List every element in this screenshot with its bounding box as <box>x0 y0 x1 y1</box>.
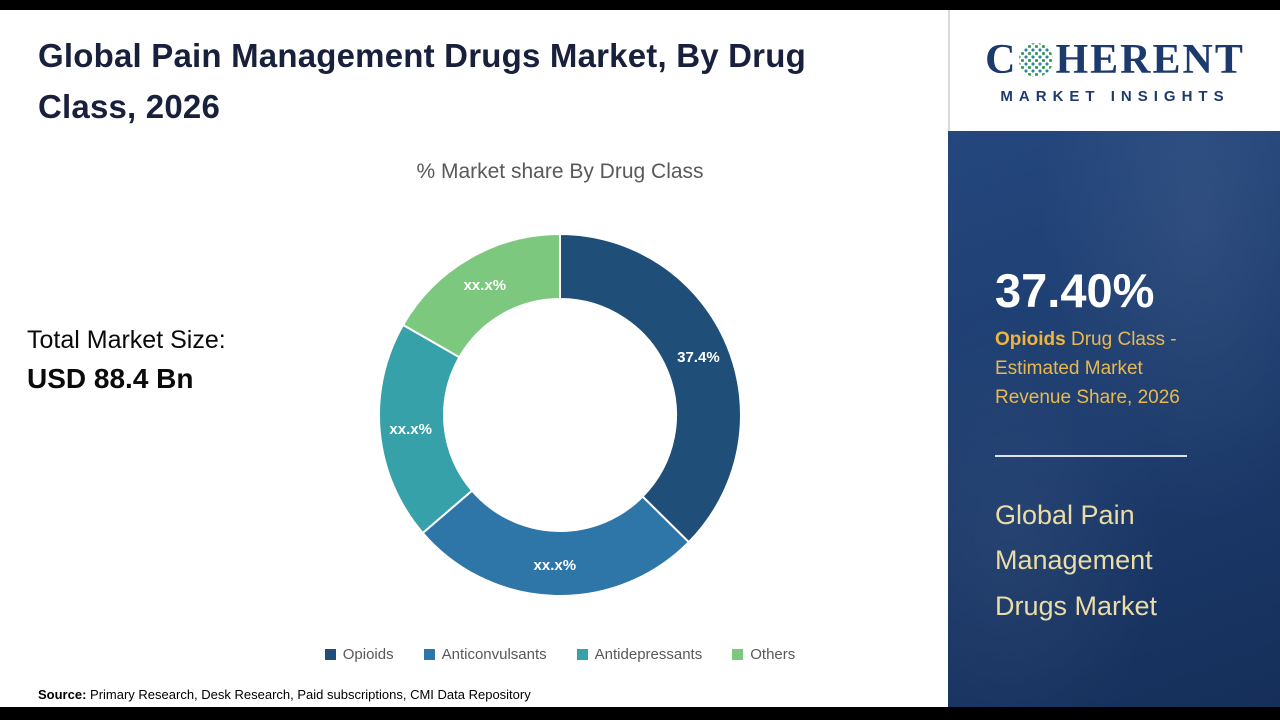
logo-tagline: MARKET INSIGHTS <box>1000 88 1230 105</box>
legend-label-opioids: Opioids <box>342 646 394 663</box>
legend-label-antidepressants: Antidepressants <box>594 646 703 663</box>
stat-description: Opioids Drug Class - Estimated Market Re… <box>995 325 1220 412</box>
donut-chart: 37.4% xx.x% xx.x% xx.x% <box>378 232 742 597</box>
legend-item-opioids: Opioids <box>324 646 394 663</box>
legend-label-others: Others <box>750 646 796 663</box>
legend-swatch-others <box>732 649 744 660</box>
donut-segment-others <box>401 232 561 359</box>
source-line: Source: Primary Research, Desk Research,… <box>38 687 531 702</box>
bottom-border-bar <box>0 707 1280 720</box>
logo: C HERENT MARKET INSIGHTS <box>948 10 1280 131</box>
legend-swatch-antidepressants <box>576 649 588 660</box>
stat-description-rest: Drug Class - Estimated Market Revenue Sh… <box>995 329 1180 409</box>
donut-segment-opioids <box>559 232 742 544</box>
top-border-bar <box>0 0 1280 10</box>
sidebar-divider <box>995 455 1187 457</box>
logo-letter-c: C <box>985 37 1018 83</box>
total-market-size-block: Total Market Size: USD 88.4 Bn <box>27 326 226 395</box>
chart-subtitle: % Market share By Drug Class <box>416 160 704 183</box>
globe-icon <box>1019 43 1054 77</box>
logo-letters-herent: HERENT <box>1055 37 1245 83</box>
legend-swatch-anticonvulsants <box>423 649 435 660</box>
donut-segment-label-opioids: 37.4% <box>677 349 720 366</box>
logo-wordmark: C HERENT <box>985 36 1245 84</box>
legend-item-others: Others <box>732 646 795 663</box>
legend-item-antidepressants: Antidepressants <box>576 646 703 663</box>
chart-legend: Opioids Anticonvulsants Antidepressants Oth… <box>170 646 950 663</box>
stat-description-bold: Opioids <box>995 329 1066 350</box>
legend-swatch-opioids <box>324 649 336 660</box>
donut-segment-label-anticonvulsants: xx.x% <box>534 557 577 574</box>
donut-segment-label-antidepressants: xx.x% <box>389 421 432 438</box>
page-title: Global Pain Management Drugs Market, By … <box>38 37 806 126</box>
sidebar-market-name: Global Pain Management Drugs Market <box>995 500 1158 621</box>
source-label: Source: <box>38 687 87 702</box>
donut-segment-anticonvulsants <box>421 489 691 597</box>
legend-item-anticonvulsants: Anticonvulsants <box>423 646 547 663</box>
total-market-size-value: USD 88.4 Bn <box>27 363 194 394</box>
total-market-size-label: Total Market Size: <box>27 326 226 354</box>
donut-segment-label-others: xx.x% <box>464 277 507 294</box>
source-text: Primary Research, Desk Research, Paid su… <box>86 687 531 702</box>
legend-label-anticonvulsants: Anticonvulsants <box>441 646 547 663</box>
right-sidebar: 37.40% Opioids Drug Class - Estimated Ma… <box>948 131 1280 707</box>
stat-value: 37.40% <box>995 264 1155 317</box>
